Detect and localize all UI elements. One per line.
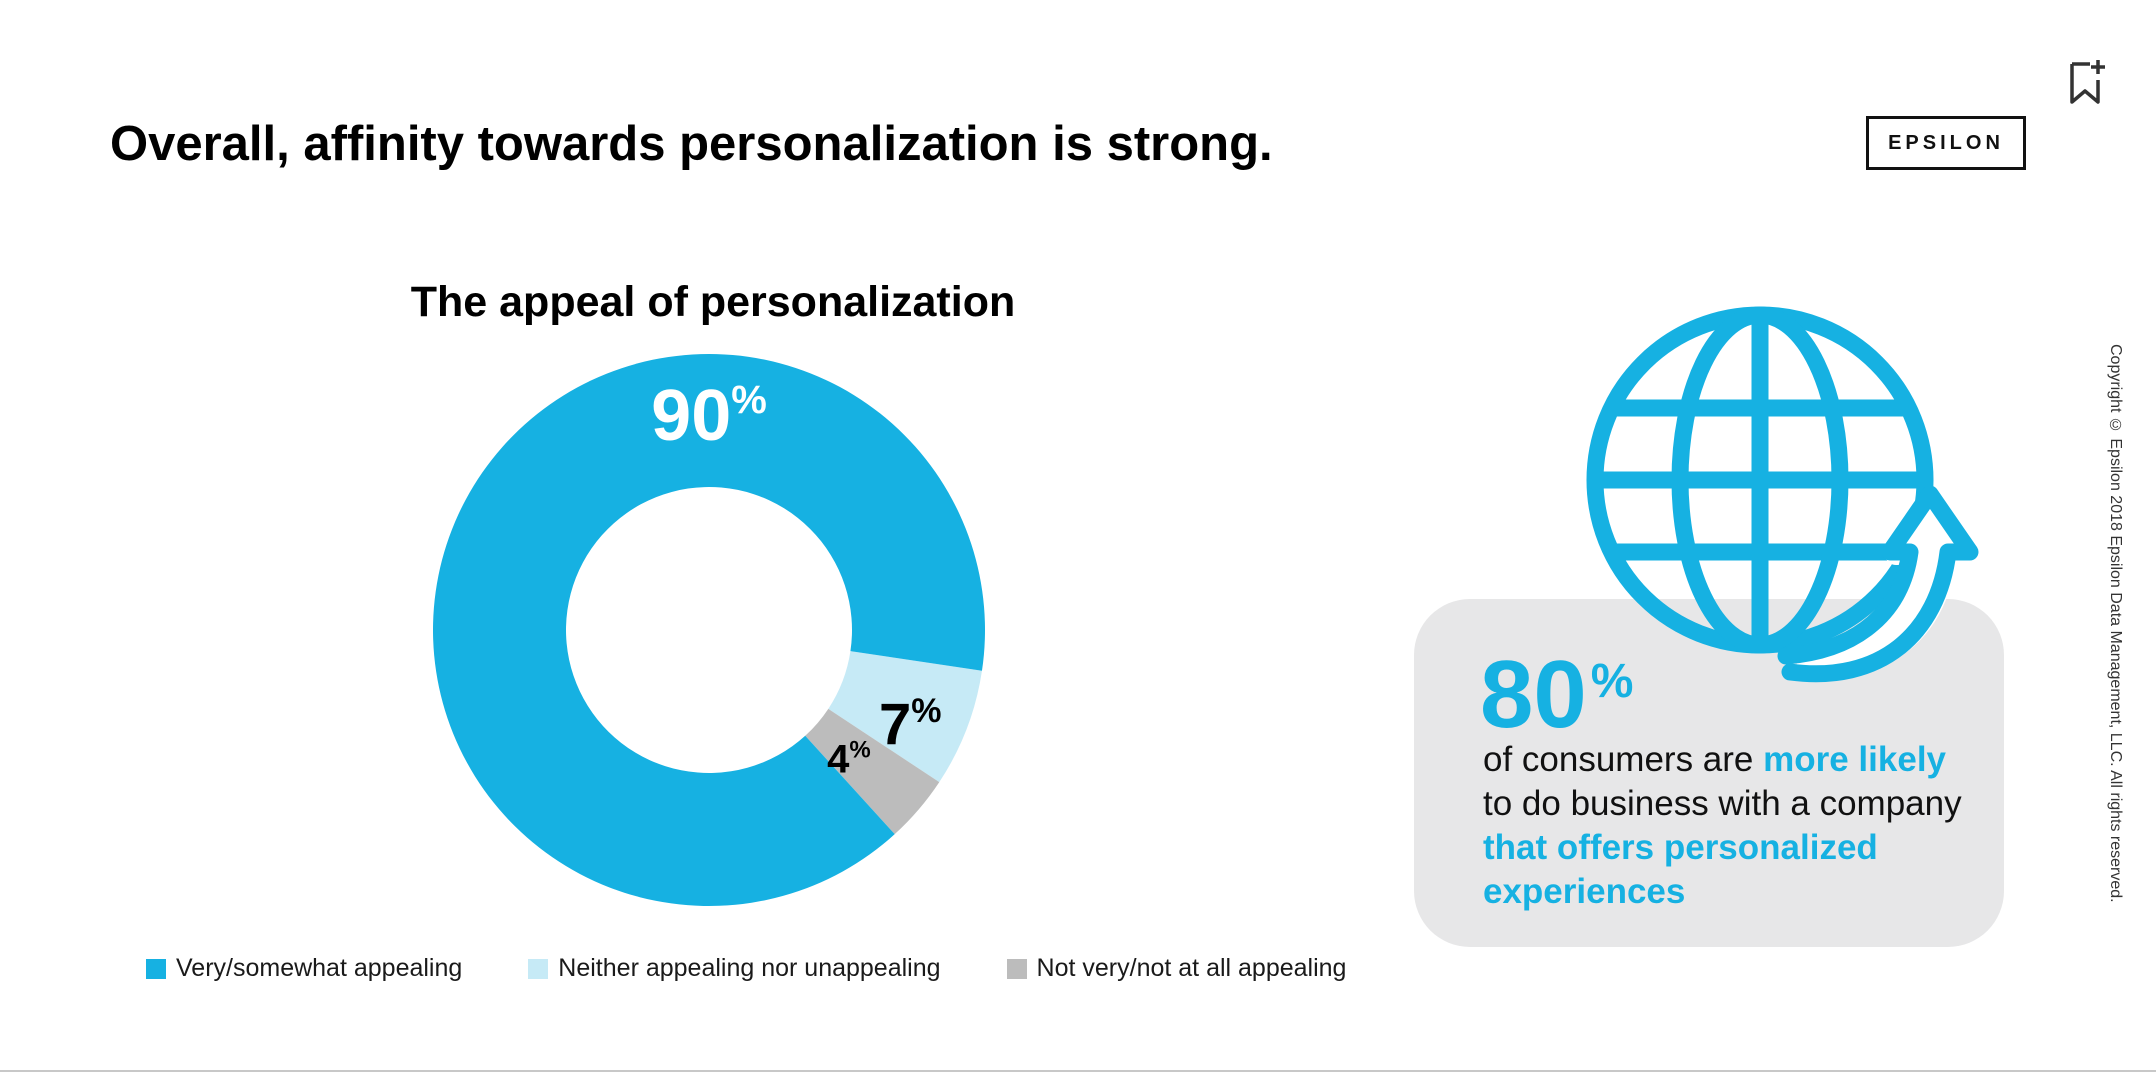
donut-label-not-appealing: 4% <box>827 736 871 781</box>
donut-slice-not-appealing <box>805 708 940 835</box>
donut-label-neither: 7% <box>879 692 942 757</box>
stat-highlight-2: that offers personalized experiences <box>1483 828 1878 911</box>
donut-slices <box>433 353 985 906</box>
donut-chart: 90% 7%4% <box>433 353 985 906</box>
legend-swatch <box>1006 958 1027 979</box>
donut-label-very-somewhat-appealing: 90% <box>651 376 767 456</box>
stat-number: 80% <box>1480 640 1633 750</box>
logo-text: EPSILON <box>1888 131 2004 154</box>
stat-highlight-1: more likely <box>1763 740 1947 779</box>
legend-item-neither: Neither appealing nor unappealing <box>528 954 941 983</box>
legend-item-very-somewhat-appealing: Very/somewhat appealing <box>146 954 462 983</box>
chart-legend: Very/somewhat appealing Neither appealin… <box>146 954 1412 983</box>
stat-number-value: 80 <box>1480 641 1587 748</box>
stat-number-suffix: % <box>1590 655 1634 708</box>
legend-swatch <box>146 958 166 979</box>
stat-text-2: to do business with a company <box>1483 784 1962 823</box>
chart-title: The appeal of personalization <box>410 278 1016 326</box>
stat-text: of consumers are more likely to do busin… <box>1483 738 1983 914</box>
donut-labels: 90% 7%4% <box>651 376 941 781</box>
legend-item-not-appealing: Not very/not at all appealing <box>1006 954 1347 983</box>
copyright-text: Copyright © Epsilon 2018 Epsilon Data Ma… <box>2107 344 2124 903</box>
globe-with-arrow-icon <box>1586 306 1983 683</box>
legend-label: Neither appealing nor unappealing <box>558 954 941 982</box>
legend-swatch <box>528 958 549 979</box>
legend-label: Not very/not at all appealing <box>1036 954 1347 982</box>
donut-slice-very-somewhat-appealing <box>433 353 985 906</box>
donut-slice-neither <box>828 651 982 783</box>
slide-title: Overall, affinity towards personalizatio… <box>110 117 1273 171</box>
legend-label: Very/somewhat appealing <box>176 954 463 982</box>
stat-text-1: of consumers are <box>1483 740 1764 779</box>
stat-card <box>1414 599 2004 947</box>
bookmark-add-icon[interactable] <box>2066 58 2108 106</box>
bottom-divider <box>0 1070 2156 1072</box>
epsilon-logo: EPSILON <box>1866 116 2026 170</box>
